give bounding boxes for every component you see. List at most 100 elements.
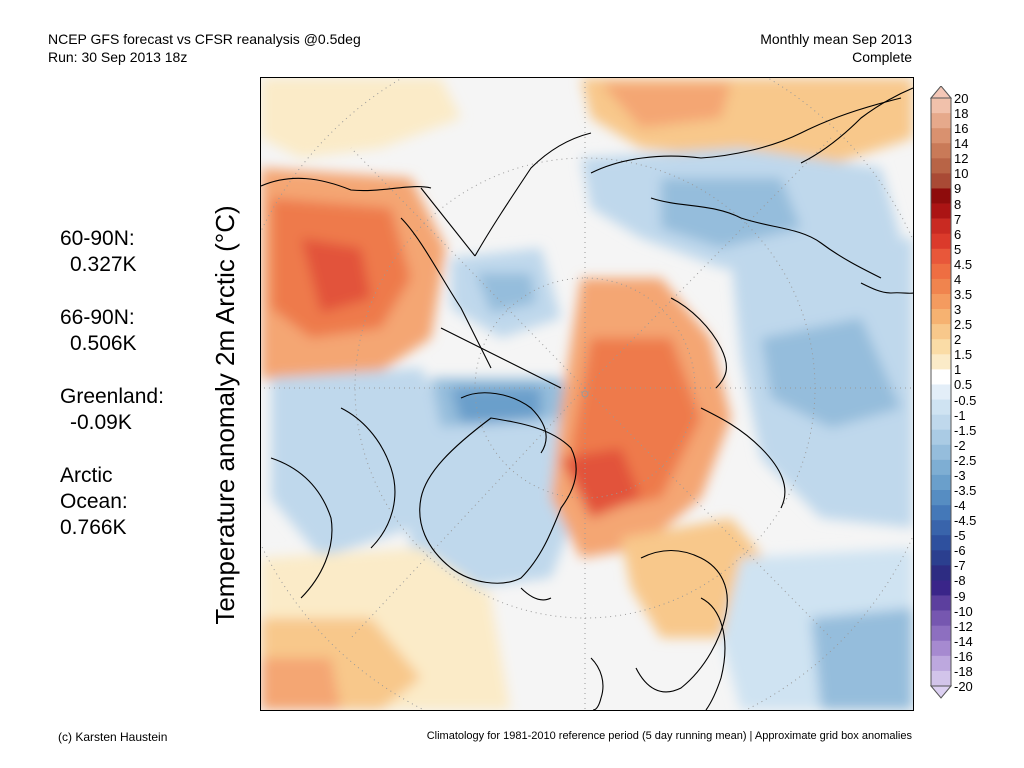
colorbar-bin [931, 550, 951, 566]
colorbar-tick-label: -8 [954, 573, 966, 589]
colorbar-bin [931, 339, 951, 355]
cool-field [451, 388, 541, 423]
title-line1: NCEP GFS forecast vs CFSR reanalysis @0.… [48, 31, 361, 47]
coastline-ellesmere [460, 392, 547, 454]
colorbar-bin [931, 580, 951, 596]
colorbar-tick-label: -1.5 [954, 422, 977, 438]
meridian [350, 387, 586, 639]
colorbar-tick-label: -18 [954, 663, 973, 679]
reference-note: Climatology for 1981-2010 reference peri… [426, 730, 912, 742]
colorbar-bin [931, 640, 951, 657]
cool-field [661, 178, 801, 248]
colorbar-tick-label: -6 [954, 543, 966, 559]
stat-66-90n: 66-90N: 0.506K [60, 305, 164, 357]
coastline-novaya-zemlya [670, 297, 727, 389]
colorbar-tick-label: 0.5 [954, 377, 973, 393]
graticule [261, 78, 913, 710]
colorbar: 20 18 16 14 12 10 9 8 7 6 5 4.5 4 3.5 3 2.5 2 1.5 1 0.5 -0.5… [930, 86, 1010, 706]
cool-field [401, 418, 581, 588]
colorbar-bin [931, 565, 951, 581]
colorbar-tick-label: -20 [954, 679, 973, 694]
warm-field [261, 658, 341, 710]
coastline-scandinavia [635, 550, 728, 693]
regional-stats: 60-90N: 0.327K 66-90N: 0.506K Greenland:… [60, 226, 164, 568]
colorbar-tick-label: -4.5 [954, 513, 977, 529]
coastline-uk [590, 657, 604, 710]
colorbar-bin [931, 354, 951, 370]
stat-60-90n: 60-90N: 0.327K [60, 226, 164, 278]
colorbar-tick-label: 16 [954, 121, 969, 137]
warm-field [601, 83, 731, 128]
colorbar-tick-label: 12 [954, 151, 969, 167]
colorbar-bin [931, 459, 951, 476]
colorbar-bin [931, 143, 951, 159]
cool-field [761, 318, 901, 428]
stat-label: 60-90N: [60, 227, 135, 250]
colorbar-tick-label: -16 [954, 648, 973, 664]
coastline-baffin [340, 407, 396, 549]
colorbar-bin [931, 490, 951, 506]
colorbar-svg [930, 86, 952, 699]
colorbar-bin [931, 520, 951, 536]
warm-field [561, 448, 641, 518]
colorbar-bin [931, 610, 951, 626]
colorbar-tick-label: -0.5 [954, 392, 977, 408]
colorbar-tick-label: 8 [954, 196, 962, 212]
colorbar-tick-label: 4 [954, 271, 962, 287]
colorbar-bin [931, 399, 951, 415]
colorbar-bin [931, 670, 951, 687]
colorbar-bin [931, 369, 951, 385]
colorbar-tick-label: -1 [954, 407, 966, 423]
colorbar-tick-label: 1 [954, 362, 962, 378]
warm-field [261, 78, 461, 158]
coastlines [261, 87, 913, 710]
colorbar-bin [931, 173, 951, 189]
colorbar-tick-label: 3.5 [954, 287, 973, 302]
cool-field [811, 608, 913, 710]
colorbar-bin [931, 278, 951, 295]
colorbar-bin [931, 113, 951, 129]
colorbar-bin [931, 384, 951, 400]
colorbar-tick-label: 20 [954, 91, 969, 106]
y-axis-label: Temperature anomaly 2m Arctic (°C) [210, 205, 240, 625]
colorbar-tick-label: 3 [954, 302, 962, 318]
colorbar-bin [931, 655, 951, 672]
anomaly-map [260, 77, 914, 711]
colorbar-bin [931, 505, 951, 521]
meridian [584, 387, 832, 639]
coastline-archipelago [440, 327, 562, 389]
coastline-sakhalin [860, 282, 913, 294]
stat-arctic-ocean: Arctic Ocean: 0.766K [60, 463, 164, 541]
colorbar-tick-label: -10 [954, 603, 973, 619]
colorbar-bin [931, 535, 951, 551]
anomaly-fields [261, 78, 913, 710]
colorbar-bin [931, 98, 951, 114]
stat-value: 0.327K [70, 253, 137, 276]
coastline-kola [700, 407, 786, 509]
stat-value: 0.766K [60, 516, 127, 539]
colorbar-bin [931, 429, 951, 446]
stat-label: Greenland: [60, 385, 164, 408]
colorbar-tick-label: -3 [954, 467, 966, 483]
colorbar-low-arrow [930, 685, 952, 699]
colorbar-bin [931, 188, 951, 204]
colorbar-tick-label: -2 [954, 437, 966, 453]
colorbar-tick-label: -4 [954, 498, 966, 514]
colorbar-tick-label: 10 [954, 166, 969, 182]
coastline-iceland [520, 587, 552, 601]
coastline-alaska [261, 177, 432, 192]
colorbar-tick-label: -9 [954, 588, 966, 604]
colorbar-bin [931, 595, 951, 611]
boundary-line [420, 187, 476, 257]
colorbar-tick-label: 7 [954, 211, 962, 227]
stat-value: -0.09K [70, 411, 132, 434]
colorbar-bin [931, 294, 951, 310]
colorbar-tick-label: -12 [954, 618, 973, 634]
period-label: Monthly mean Sep 2013 [760, 31, 912, 47]
stat-label: Arctic [60, 464, 113, 487]
colorbar-bin [931, 203, 951, 219]
coastline-hudson [270, 457, 333, 599]
colorbar-tick-label: 9 [954, 181, 962, 197]
colorbar-bin [931, 414, 951, 430]
coastline-chukotka [474, 132, 592, 257]
